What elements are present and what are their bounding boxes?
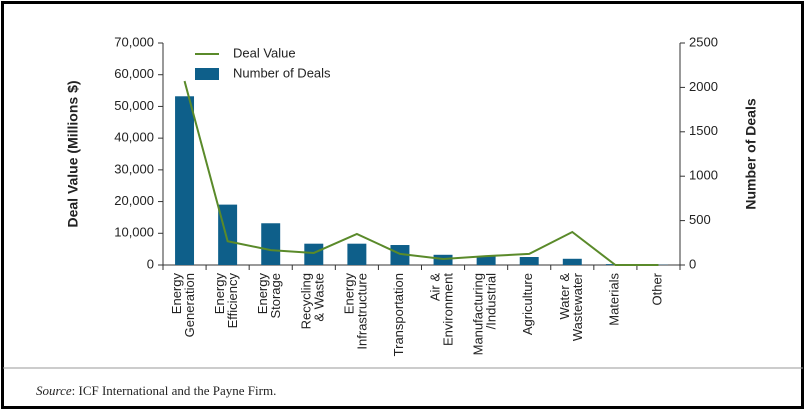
x-tick-label: Manufacturing/Industrial (471, 273, 499, 355)
bar (175, 96, 195, 265)
x-tick-label: Water &Wastewater (557, 272, 585, 341)
x-tick-label-line: Materials (607, 273, 622, 326)
y2-tick-label: 0 (689, 256, 696, 271)
y2-tick-label: 2500 (689, 34, 718, 49)
y2-axis-label: Number of Deals (743, 98, 759, 209)
x-tick-label-line: Energy (342, 273, 357, 315)
x-tick-label-line: Water & (557, 273, 572, 320)
x-tick-label-line: Wastewater (570, 272, 585, 341)
bar (304, 243, 324, 265)
x-tick-label-line: Transportation (391, 273, 406, 356)
x-tick-label-line: Efficiency (226, 273, 241, 329)
x-tick-label: Agriculture (521, 273, 536, 335)
x-tick-label: EnergyEfficiency (213, 273, 241, 329)
legend-label: Deal Value (233, 45, 296, 60)
x-tick-label-line: Storage (269, 273, 284, 319)
y-tick-label: 10,000 (114, 225, 154, 240)
y2-tick-label: 2000 (689, 79, 718, 94)
source-label: Source (36, 383, 72, 398)
bar (390, 245, 410, 265)
x-tick-label: EnergyStorage (256, 273, 284, 319)
source: Source: ICF International and the Payne … (36, 383, 276, 398)
y2-tick-label: 500 (689, 212, 711, 227)
x-tick-label-line: /Industrial (484, 273, 499, 329)
x-tick-label: Air &Environment (428, 273, 456, 346)
legend-swatch (195, 68, 219, 80)
bar (261, 223, 281, 265)
y2-tick-label: 1500 (689, 123, 718, 138)
x-tick-label-line: Air & (428, 273, 443, 302)
bar (347, 243, 367, 265)
x-tick-label: Materials (607, 273, 622, 326)
x-tick-label: EnergyInfrastructure (342, 273, 370, 350)
x-tick-label-line: Recycling (299, 273, 314, 329)
x-tick-label-line: Infrastructure (355, 273, 370, 350)
x-tick-label: Recycling& Waste (299, 273, 327, 329)
y-tick-label: 40,000 (114, 130, 154, 145)
y-axis-label: Deal Value (Millions $) (65, 80, 81, 227)
x-tick-label-line: Environment (441, 273, 456, 346)
y2-tick-label: 1000 (689, 168, 718, 183)
bar (519, 257, 539, 265)
y-tick-label: 70,000 (114, 34, 154, 49)
y-tick-label: 60,000 (114, 66, 154, 81)
x-tick-label: Other (650, 272, 665, 305)
x-tick-label-line: Energy (169, 273, 184, 315)
bar (476, 256, 496, 265)
x-tick-label-line: Energy (213, 273, 228, 315)
bar (562, 258, 582, 265)
x-tick-label-line: Manufacturing (471, 273, 486, 355)
legend-label: Number of Deals (233, 65, 331, 80)
x-tick-label: Transportation (391, 273, 406, 356)
x-tick-label-line: Energy (256, 273, 271, 315)
x-tick-label-line: Generation (182, 273, 197, 337)
y-tick-label: 30,000 (114, 161, 154, 176)
bar (218, 204, 238, 265)
y-tick-label: 50,000 (114, 98, 154, 113)
x-tick-label-line: Agriculture (521, 273, 536, 335)
x-tick-label-line: Other (650, 272, 665, 305)
line (183, 80, 659, 266)
y-tick-label: 0 (147, 256, 154, 271)
y-tick-label: 20,000 (114, 193, 154, 208)
x-tick-label: EnergyGeneration (169, 273, 197, 338)
source-text: : ICF International and the Payne Firm. (72, 383, 277, 398)
x-tick-label-line: & Waste (312, 273, 327, 322)
